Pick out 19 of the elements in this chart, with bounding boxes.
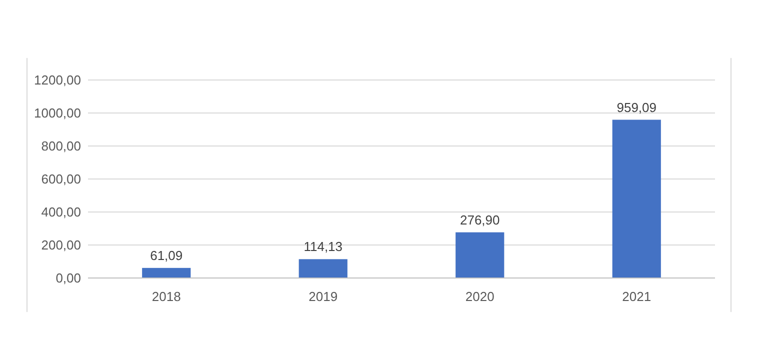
y-tick-label: 200,00	[41, 238, 81, 253]
x-tick-label: 2019	[308, 289, 338, 304]
y-tick-label: 800,00	[41, 138, 81, 154]
bar	[456, 232, 504, 278]
bar	[612, 120, 661, 278]
x-tick-label: 2020	[465, 289, 494, 304]
data-label: 114,13	[304, 239, 343, 254]
bar	[298, 259, 348, 278]
y-tick-label: 600,00	[41, 172, 81, 187]
y-tick-label: 1200,00	[34, 72, 81, 88]
y-tick-label: 0,00	[56, 270, 81, 286]
data-label: 61,09	[150, 248, 183, 263]
x-tick-label: 2021	[622, 289, 652, 304]
data-label: 959,09	[616, 100, 657, 115]
data-label: 276,90	[460, 212, 500, 228]
x-tick-label: 2018	[152, 289, 181, 304]
bar	[142, 268, 191, 278]
y-tick-label: 400,00	[41, 204, 81, 220]
y-tick-label: 1000,00	[34, 106, 81, 121]
